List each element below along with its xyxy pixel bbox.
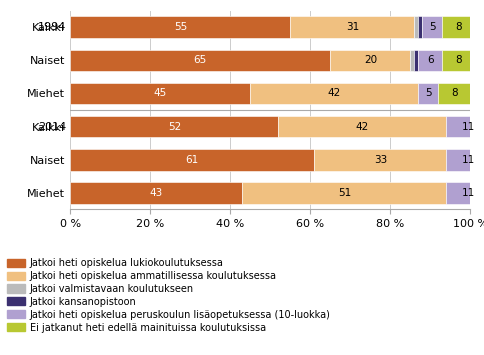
Text: 42: 42 bbox=[327, 88, 340, 98]
Text: 8: 8 bbox=[454, 55, 461, 65]
Text: 6: 6 bbox=[426, 55, 433, 65]
Bar bbox=[70, 83, 250, 104]
Bar bbox=[409, 50, 413, 71]
Text: 51: 51 bbox=[337, 188, 350, 198]
Text: 8: 8 bbox=[450, 88, 457, 98]
Bar bbox=[330, 50, 409, 71]
Text: 33: 33 bbox=[373, 155, 386, 165]
Text: 8: 8 bbox=[454, 22, 461, 32]
Bar bbox=[70, 50, 330, 71]
Bar bbox=[70, 16, 290, 38]
Text: 1994: 1994 bbox=[38, 22, 66, 32]
Text: 55: 55 bbox=[173, 22, 187, 32]
Text: 11: 11 bbox=[461, 188, 474, 198]
Text: 43: 43 bbox=[150, 188, 163, 198]
Text: 31: 31 bbox=[345, 22, 358, 32]
Bar bbox=[438, 83, 469, 104]
Text: 65: 65 bbox=[193, 55, 207, 65]
Bar bbox=[441, 16, 473, 38]
Bar bbox=[250, 83, 418, 104]
Text: 20: 20 bbox=[363, 55, 376, 65]
Text: 61: 61 bbox=[185, 155, 198, 165]
Bar bbox=[70, 149, 314, 170]
Bar bbox=[413, 16, 418, 38]
Text: 5: 5 bbox=[424, 88, 431, 98]
Bar bbox=[242, 182, 445, 204]
Bar bbox=[290, 16, 413, 38]
Text: 2014: 2014 bbox=[38, 122, 66, 132]
Text: 11: 11 bbox=[461, 122, 474, 132]
Bar bbox=[445, 116, 484, 137]
Text: 45: 45 bbox=[153, 88, 166, 98]
Bar bbox=[445, 149, 484, 170]
Bar bbox=[413, 50, 418, 71]
Bar bbox=[422, 16, 441, 38]
Bar bbox=[278, 116, 445, 137]
Bar bbox=[70, 116, 278, 137]
Bar bbox=[418, 16, 422, 38]
Legend: Jatkoi heti opiskelua lukiokoulutuksessa, Jatkoi heti opiskelua ammatillisessa k: Jatkoi heti opiskelua lukiokoulutuksessa… bbox=[7, 258, 330, 333]
Bar bbox=[441, 50, 473, 71]
Bar bbox=[445, 182, 484, 204]
Text: 42: 42 bbox=[355, 122, 368, 132]
Text: 52: 52 bbox=[167, 122, 181, 132]
Text: 11: 11 bbox=[461, 155, 474, 165]
Bar bbox=[418, 50, 441, 71]
Bar bbox=[70, 182, 242, 204]
Bar bbox=[418, 83, 438, 104]
Bar bbox=[314, 149, 445, 170]
Text: 5: 5 bbox=[428, 22, 435, 32]
